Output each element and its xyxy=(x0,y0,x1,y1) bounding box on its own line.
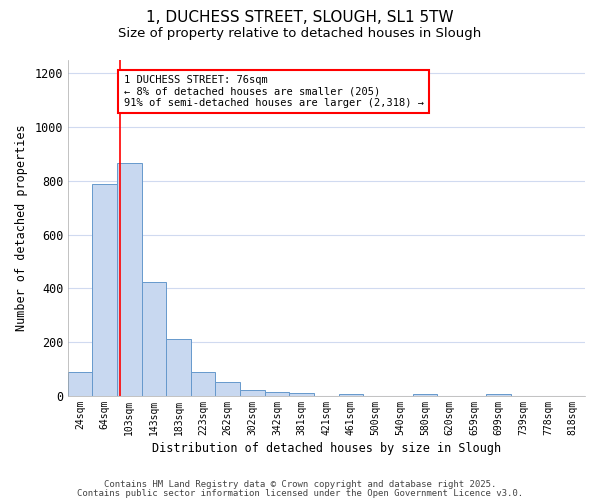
Bar xyxy=(166,340,191,396)
Bar xyxy=(92,184,117,396)
Bar xyxy=(68,372,92,396)
Bar xyxy=(289,393,314,396)
Text: 1 DUCHESS STREET: 76sqm
← 8% of detached houses are smaller (205)
91% of semi-de: 1 DUCHESS STREET: 76sqm ← 8% of detached… xyxy=(124,75,424,108)
Text: Size of property relative to detached houses in Slough: Size of property relative to detached ho… xyxy=(118,28,482,40)
Bar xyxy=(117,164,142,396)
Bar xyxy=(265,392,289,396)
Bar xyxy=(338,394,363,396)
Y-axis label: Number of detached properties: Number of detached properties xyxy=(15,124,28,331)
Text: Contains public sector information licensed under the Open Government Licence v3: Contains public sector information licen… xyxy=(77,488,523,498)
Bar xyxy=(487,394,511,396)
Bar xyxy=(240,390,265,396)
Bar xyxy=(215,382,240,396)
Bar xyxy=(191,372,215,396)
Text: Contains HM Land Registry data © Crown copyright and database right 2025.: Contains HM Land Registry data © Crown c… xyxy=(104,480,496,489)
X-axis label: Distribution of detached houses by size in Slough: Distribution of detached houses by size … xyxy=(152,442,501,455)
Bar xyxy=(142,282,166,396)
Bar xyxy=(413,394,437,396)
Text: 1, DUCHESS STREET, SLOUGH, SL1 5TW: 1, DUCHESS STREET, SLOUGH, SL1 5TW xyxy=(146,10,454,25)
